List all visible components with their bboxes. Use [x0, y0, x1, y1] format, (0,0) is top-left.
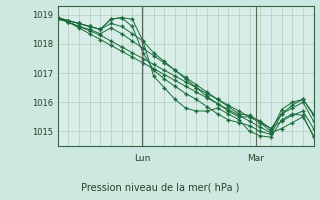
Text: Pression niveau de la mer( hPa ): Pression niveau de la mer( hPa ) [81, 182, 239, 192]
Text: Lun: Lun [134, 154, 150, 163]
Text: Mar: Mar [247, 154, 265, 163]
